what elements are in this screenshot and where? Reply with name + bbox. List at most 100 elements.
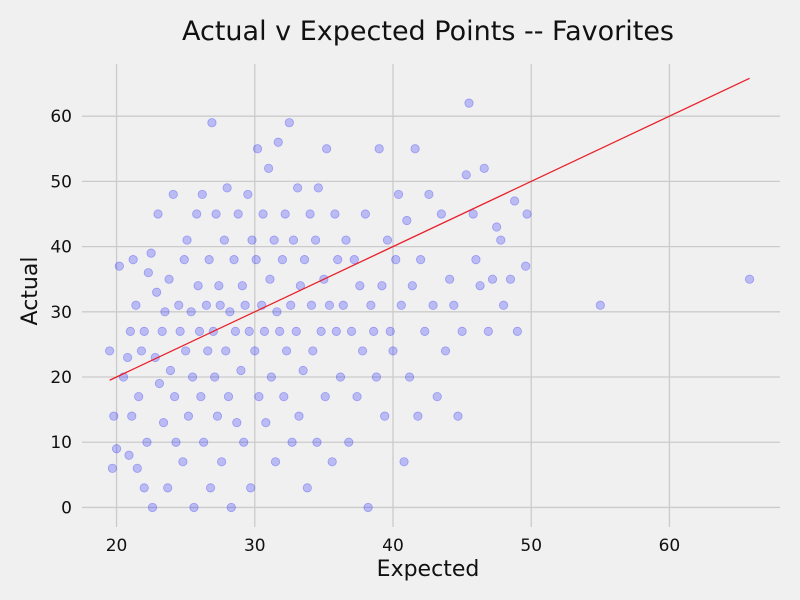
data-point bbox=[125, 326, 135, 336]
data-point bbox=[221, 346, 231, 356]
y-tick-label: 10 bbox=[50, 433, 72, 453]
data-point bbox=[380, 411, 390, 421]
data-point bbox=[298, 365, 308, 376]
data-point bbox=[522, 209, 532, 219]
y-tick-label: 40 bbox=[50, 238, 72, 258]
data-point bbox=[407, 281, 417, 291]
data-point bbox=[341, 235, 351, 245]
data-point bbox=[279, 391, 289, 402]
data-point bbox=[132, 463, 142, 473]
data-point bbox=[330, 209, 340, 219]
data-point bbox=[178, 457, 188, 467]
data-point bbox=[744, 274, 755, 284]
data-point bbox=[424, 189, 434, 200]
data-point bbox=[154, 378, 165, 389]
data-point bbox=[247, 235, 257, 245]
data-point bbox=[152, 287, 162, 297]
data-point bbox=[374, 144, 384, 154]
y-tick-labels: 0 10 20 30 40 50 60 bbox=[50, 107, 72, 518]
x-axis-label: Expected bbox=[377, 557, 480, 582]
data-point bbox=[157, 326, 167, 336]
data-point bbox=[402, 215, 412, 226]
data-point bbox=[382, 235, 393, 245]
data-point bbox=[105, 346, 115, 356]
data-point bbox=[223, 391, 234, 402]
data-point bbox=[316, 326, 326, 336]
data-point bbox=[252, 144, 263, 154]
data-point bbox=[449, 300, 459, 310]
data-point bbox=[428, 300, 438, 310]
data-point bbox=[207, 118, 217, 128]
grid-lines bbox=[82, 64, 780, 527]
data-point bbox=[404, 372, 415, 382]
data-point bbox=[147, 502, 158, 513]
data-point bbox=[182, 235, 192, 245]
data-point bbox=[160, 307, 170, 317]
data-point bbox=[333, 255, 343, 265]
data-point bbox=[171, 437, 181, 447]
x-tick-label: 50 bbox=[520, 536, 542, 556]
data-point bbox=[360, 209, 370, 219]
data-point bbox=[205, 483, 216, 493]
data-point bbox=[196, 391, 206, 402]
data-point bbox=[436, 209, 446, 219]
data-point bbox=[464, 98, 474, 108]
x-tick-label: 20 bbox=[106, 536, 128, 556]
data-point bbox=[416, 255, 426, 265]
y-tick-label: 0 bbox=[61, 498, 72, 518]
data-point bbox=[131, 300, 141, 310]
data-point bbox=[275, 326, 285, 336]
data-point bbox=[445, 274, 455, 284]
data-point bbox=[263, 163, 274, 173]
data-point bbox=[219, 235, 229, 245]
data-point bbox=[240, 300, 250, 310]
data-point bbox=[313, 183, 323, 193]
data-point bbox=[352, 391, 362, 402]
data-point bbox=[432, 391, 442, 402]
data-point bbox=[293, 183, 303, 193]
data-point bbox=[440, 346, 451, 356]
data-point bbox=[243, 189, 253, 200]
data-point bbox=[143, 268, 153, 278]
data-point bbox=[335, 372, 346, 382]
data-point bbox=[320, 391, 330, 402]
x-tick-label: 30 bbox=[244, 536, 266, 556]
data-point bbox=[174, 300, 184, 310]
data-point bbox=[165, 365, 176, 376]
data-point bbox=[324, 300, 335, 310]
data-point bbox=[327, 457, 337, 467]
data-point bbox=[192, 209, 202, 219]
data-point bbox=[595, 300, 605, 310]
data-point bbox=[170, 391, 180, 402]
data-point bbox=[270, 457, 281, 467]
data-point bbox=[107, 463, 118, 473]
data-point bbox=[163, 483, 173, 493]
data-point bbox=[512, 326, 522, 336]
data-point bbox=[237, 281, 247, 291]
data-point bbox=[521, 261, 531, 271]
data-point bbox=[183, 411, 194, 421]
data-point bbox=[312, 437, 322, 447]
data-point bbox=[346, 326, 357, 336]
data-point bbox=[265, 274, 275, 284]
data-point bbox=[393, 189, 404, 200]
data-point bbox=[153, 209, 163, 219]
data-point bbox=[453, 411, 463, 421]
data-point bbox=[273, 137, 283, 147]
data-point bbox=[391, 255, 401, 265]
data-point bbox=[214, 281, 224, 291]
x-tick-label: 40 bbox=[382, 536, 404, 556]
data-point bbox=[483, 326, 493, 336]
data-point bbox=[287, 437, 297, 447]
data-point bbox=[331, 326, 341, 336]
data-point bbox=[385, 326, 395, 336]
data-point bbox=[310, 235, 321, 245]
fit-line bbox=[109, 77, 750, 381]
data-point bbox=[222, 183, 232, 193]
data-point bbox=[204, 255, 214, 265]
data-point bbox=[210, 372, 220, 382]
data-point bbox=[134, 391, 144, 402]
data-point bbox=[355, 281, 365, 291]
data-point bbox=[357, 346, 368, 356]
